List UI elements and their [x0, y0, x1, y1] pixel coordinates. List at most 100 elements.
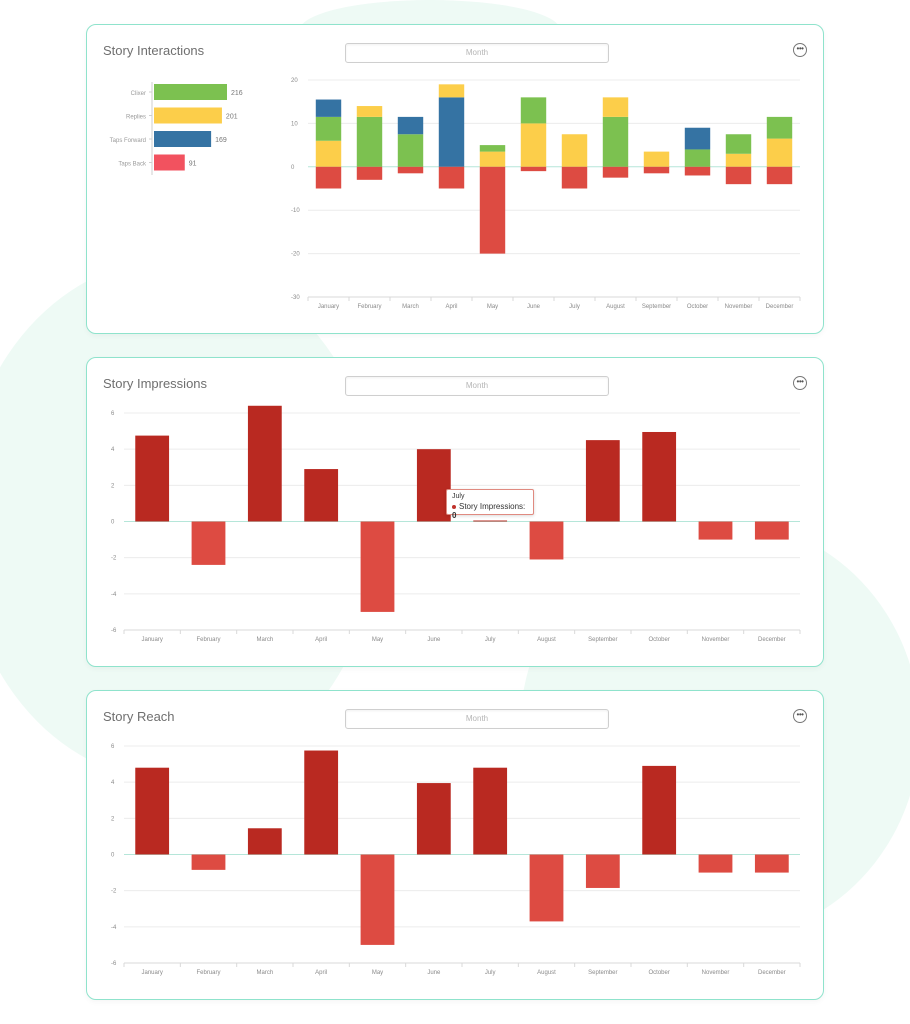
bar-segment — [643, 166, 670, 174]
x-tick-label: April — [315, 970, 327, 976]
bar-segment — [602, 97, 629, 117]
more-options-icon[interactable]: ••• — [793, 376, 807, 390]
x-tick-label: October — [648, 637, 669, 643]
x-tick-label: June — [527, 304, 541, 310]
y-tick-label: 2 — [111, 816, 115, 822]
x-tick-label: October — [648, 970, 669, 976]
x-tick-label: January — [141, 970, 162, 976]
x-tick-label: November — [702, 637, 730, 643]
summary-bar — [154, 107, 222, 124]
x-tick-label: June — [427, 637, 441, 643]
y-tick-label: 4 — [111, 447, 115, 453]
tooltip-month: July — [452, 493, 465, 500]
bar-segment — [725, 153, 752, 167]
bar — [529, 854, 564, 922]
y-tick-label: -30 — [291, 295, 300, 301]
tooltip-value: 0 — [452, 511, 457, 520]
bar — [585, 440, 620, 522]
bar — [529, 521, 564, 560]
bar-segment — [356, 116, 383, 167]
x-tick-label: November — [725, 304, 753, 310]
x-tick-label: April — [315, 637, 327, 643]
card-title: Story Interactions — [103, 43, 205, 58]
x-tick-label: January — [318, 304, 339, 310]
x-tick-label: February — [196, 637, 220, 643]
bar-segment — [479, 151, 506, 167]
period-select[interactable]: Month — [345, 376, 609, 396]
bar-segment — [643, 151, 670, 167]
summary-label: Taps Back — [118, 162, 147, 168]
bar-segment — [684, 127, 711, 150]
story-impressions-chart: 6 4 2 0 -2 -4 -6 January February March April May Ju… — [111, 405, 801, 643]
bar-segment — [602, 166, 629, 178]
bar-segment — [397, 134, 424, 167]
x-tick-label: August — [606, 304, 625, 310]
bar — [191, 854, 226, 870]
x-tick-label: May — [372, 970, 383, 976]
bar — [191, 521, 226, 565]
x-tick-label: July — [485, 970, 496, 976]
bar-segment — [684, 149, 711, 167]
bar-segment — [520, 123, 547, 167]
y-tick-label: -4 — [111, 592, 117, 598]
y-tick-label: -4 — [111, 925, 117, 931]
x-tick-label: March — [256, 637, 273, 643]
summary-label: Clixer — [131, 91, 146, 97]
bar — [135, 435, 170, 522]
x-tick-label: November — [702, 970, 730, 976]
x-tick-label: February — [196, 970, 220, 976]
more-options-icon[interactable]: ••• — [793, 43, 807, 57]
y-tick-label: 0 — [111, 853, 115, 859]
summary-label: Replies — [126, 115, 146, 121]
x-tick-label: August — [537, 970, 556, 976]
period-select[interactable]: Month — [345, 709, 609, 729]
bar — [135, 767, 170, 855]
bar-segment — [397, 116, 424, 135]
bar-segment — [356, 166, 383, 180]
y-tick-label: 0 — [111, 520, 115, 526]
y-tick-label: 10 — [291, 121, 298, 127]
bar-segment — [725, 166, 752, 185]
x-tick-label: April — [445, 304, 457, 310]
x-tick-label: September — [588, 970, 617, 976]
x-tick-label: December — [758, 637, 786, 643]
bar — [416, 449, 451, 522]
summary-bar-chart: Clixer 216 Replies 201 Taps Forward 169 Taps B… — [110, 82, 243, 175]
summary-bar — [154, 131, 212, 147]
bar — [247, 828, 282, 855]
summary-value: 91 — [189, 161, 197, 168]
y-tick-label: -2 — [111, 889, 117, 895]
bar-segment — [356, 106, 383, 117]
bar — [473, 520, 508, 522]
tooltip-label: Story Impressions: — [459, 502, 526, 511]
more-options-icon[interactable]: ••• — [793, 709, 807, 723]
x-tick-label: March — [256, 970, 273, 976]
y-tick-label: 4 — [111, 780, 115, 786]
y-tick-label: 6 — [111, 411, 115, 417]
y-tick-label: -6 — [111, 628, 117, 634]
bar-segment — [684, 166, 711, 176]
x-tick-label: March — [402, 304, 419, 310]
x-tick-label: October — [687, 304, 708, 310]
x-tick-label: January — [141, 637, 162, 643]
bar — [642, 431, 677, 522]
series-dot-icon — [452, 504, 456, 509]
bar-segment — [766, 138, 793, 167]
y-tick-label: 0 — [291, 165, 295, 171]
bar — [754, 854, 789, 873]
y-tick-label: 6 — [111, 744, 115, 750]
bar-segment — [725, 134, 752, 154]
bar — [360, 854, 395, 945]
x-tick-label: May — [487, 304, 498, 310]
bar-segment — [397, 166, 424, 174]
bar-segment — [479, 145, 506, 152]
story-interactions-card: Story Interactions Month ••• Clixer 216 Re… — [86, 24, 824, 334]
bar — [698, 521, 733, 540]
period-select[interactable]: Month — [345, 43, 609, 63]
bar-segment — [766, 166, 793, 185]
bar — [304, 750, 339, 855]
bar — [416, 783, 451, 855]
story-impressions-card: Story Impressions Month ••• 6 4 2 0 -2 -4 -6 Ja… — [86, 357, 824, 667]
bar — [304, 469, 339, 522]
x-tick-label: December — [758, 970, 786, 976]
